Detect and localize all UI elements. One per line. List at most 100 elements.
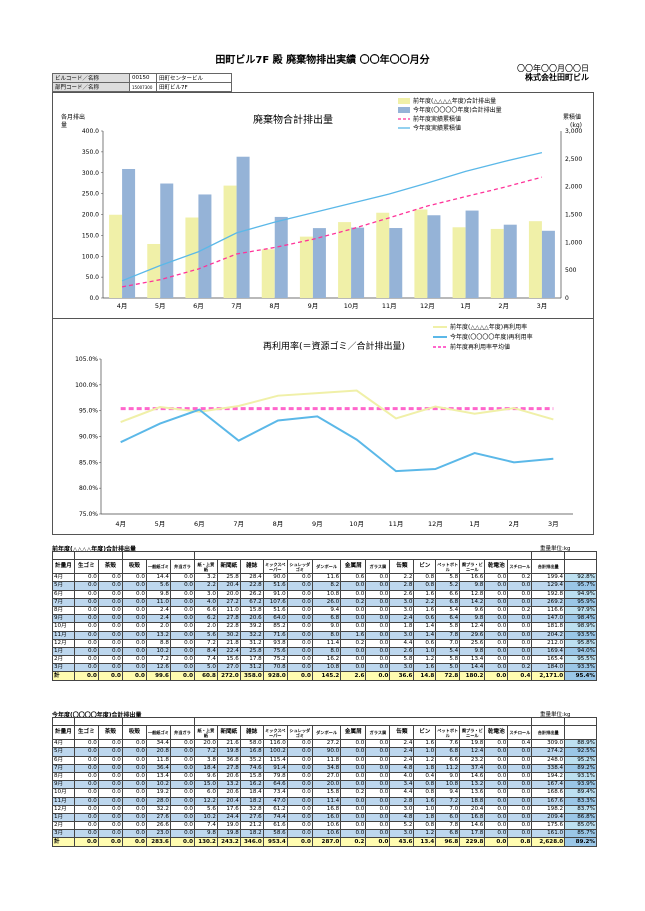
table-cell: 0.6	[413, 614, 437, 624]
table-cell: 22.8	[239, 581, 264, 591]
column-header: シュレッダゴミ	[286, 559, 313, 575]
column-header: スチロール	[507, 559, 533, 575]
table-cell: 0.0	[169, 589, 195, 599]
table-cell: 10.8	[435, 780, 461, 790]
table-cell: 204.2	[531, 630, 566, 640]
table-cell: 0.0	[365, 630, 391, 640]
y-tick-label: 105.0%	[75, 356, 98, 363]
table-cell: 0.0	[121, 739, 147, 749]
table-cell: 0.0	[169, 663, 195, 673]
table-cell: 16.8	[239, 747, 264, 757]
table-cell: 0.0	[121, 812, 147, 823]
table-cell: 12月	[52, 638, 75, 648]
company-name: 株式会社田町ビル	[525, 73, 589, 82]
table-cell: 74.4	[262, 812, 288, 823]
line-this-year-rate	[120, 408, 554, 473]
table-cell: 27.2	[216, 597, 241, 607]
table-cell: 0.0	[121, 630, 147, 640]
table-cell: 147.0	[531, 614, 566, 624]
total-cell: 36.6	[389, 671, 415, 681]
table-cell: 10.6	[311, 829, 342, 839]
table-cell: 0.0	[73, 780, 99, 790]
table-cell: 15.6	[216, 655, 241, 665]
column-header: ビン	[413, 559, 437, 575]
table-cell: 0.0	[97, 755, 123, 765]
table-cell: 1.6	[413, 663, 437, 673]
table-cell: 0.0	[507, 638, 533, 648]
table-cell: 32.2	[145, 804, 171, 814]
bar-prev-year	[376, 212, 390, 298]
table-row: 4月 0.0 0.0 0.0 34.4 0.0 20.0 21.6 58.0 116.0 0.0 27…	[52, 739, 597, 749]
table-cell: 0.0	[286, 622, 313, 632]
table-cell: 274.2	[531, 747, 566, 757]
table-cell: 0.0	[121, 573, 147, 583]
y-tick-label: 95.0%	[79, 408, 98, 415]
column-header: 計量月	[52, 725, 75, 741]
table-cell: 0.0	[121, 788, 147, 798]
y-tick-label: 100.0%	[75, 382, 98, 389]
table-cell: 2.4	[389, 614, 415, 624]
building-name: 田町センタービル	[156, 73, 232, 83]
table-cell: 95.9%	[564, 597, 597, 607]
table-cell: 0.0	[340, 821, 367, 831]
table-cell: 11月	[52, 796, 75, 806]
table-cell: 51.6	[262, 605, 288, 616]
table-group-header: 埋立ゴミ 資源ゴミ(再利用)	[52, 550, 597, 561]
table-cell: 74.6	[239, 763, 264, 773]
table-cell: 0.0	[365, 597, 391, 607]
table-cell: 0.0	[169, 763, 195, 773]
table-cell: 16.0	[311, 812, 342, 823]
table-cell: 16.2	[239, 780, 264, 790]
table-cell: 0.0	[169, 812, 195, 823]
total-cell: 283.6	[145, 837, 171, 847]
total-cell: 0.0	[365, 837, 391, 847]
table-cell: 0.0	[97, 771, 123, 782]
table-cell: 0.0	[484, 780, 509, 790]
bar-prev-year	[490, 228, 504, 298]
column-header: 生ゴミ	[73, 725, 99, 741]
table-cell: 2.4	[145, 605, 171, 616]
table-cell: 0.0	[365, 655, 391, 665]
table-cell: 0.0	[484, 812, 509, 823]
table-cell: 0.0	[169, 597, 195, 607]
group-header-cell	[52, 716, 75, 727]
total-cell: 0.0	[286, 837, 313, 847]
table-cell: 9.0	[311, 622, 342, 632]
table-cell: 2.4	[389, 755, 415, 765]
table-cell: 0.0	[169, 614, 195, 624]
table-cell: 70.8	[262, 663, 288, 673]
total-cell: 0.0	[97, 837, 123, 847]
table-cell: 0.0	[286, 739, 313, 749]
table-cell: 1.6	[413, 589, 437, 599]
column-header: ガラス屑	[365, 725, 391, 741]
table-row: 2月 0.0 0.0 0.0 26.6 0.0 7.4 19.0 21.2 61.6 0.0 10.6…	[52, 821, 597, 831]
table-cell: 14.4	[459, 663, 486, 673]
table-cell: 93.8	[262, 638, 288, 648]
table-cell: 2月	[52, 821, 75, 831]
table-cell: 0.0	[121, 771, 147, 782]
table-cell: 0.0	[73, 788, 99, 798]
table-cell: 5.2	[435, 581, 461, 591]
bar-this-year	[312, 228, 326, 298]
table-cell: 0.0	[365, 614, 391, 624]
legend-label: 前年度(△△△△年度)再利用率	[450, 323, 527, 331]
total-cell: 272.0	[216, 671, 241, 681]
x-tick-label: 10月	[349, 520, 364, 528]
table-cell: 5.0	[435, 663, 461, 673]
table-cell: 4.0	[389, 771, 415, 782]
total-cell: 2,171.0	[531, 671, 566, 681]
y-tick-label: 150.0	[82, 232, 99, 239]
bar-prev-year	[528, 221, 542, 298]
table-cell: 11月	[52, 630, 75, 640]
table-row: 9月 0.0 0.0 0.0 10.2 0.0 15.0 13.2 16.2 64.6 0.0 20.…	[52, 780, 597, 790]
table-cell: 167.4	[531, 780, 566, 790]
table-cell: 0.0	[507, 597, 533, 607]
table-cell: 34.4	[145, 739, 171, 749]
table-cell: 12.2	[193, 796, 218, 806]
x-tick-label: 2月	[498, 302, 509, 310]
table-cell: 5.0	[193, 663, 218, 673]
table-cell: 0.0	[73, 663, 99, 673]
table-cell: 0.0	[121, 597, 147, 607]
table-group-header: 埋立ゴミ 資源ゴミ(再利用)	[52, 716, 597, 727]
table-cell: 0.0	[365, 821, 391, 831]
